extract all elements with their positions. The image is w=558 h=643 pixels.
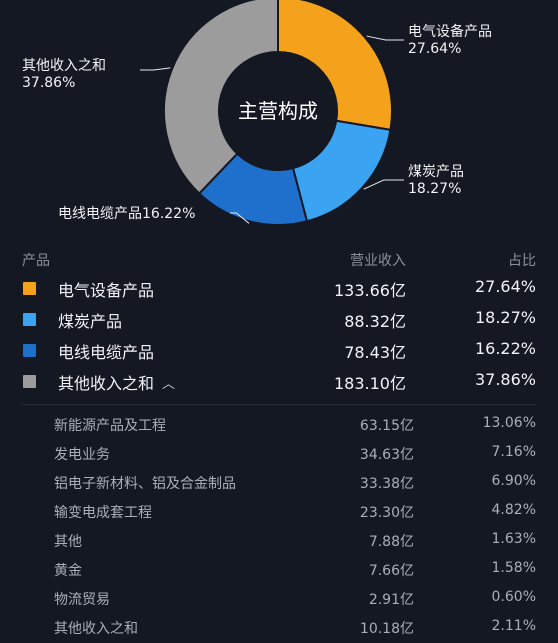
row-revenue: 78.43亿 [344, 343, 406, 362]
row-name: 电气设备产品 [58, 281, 155, 300]
legend-swatch [23, 375, 36, 388]
sub-row-share: 6.90% [491, 473, 536, 489]
callout-name: 电线电缆产品 [58, 206, 142, 222]
sub-row-name: 其他收入之和 [54, 621, 138, 637]
sub-row-share: 1.63% [491, 531, 536, 547]
row-revenue: 183.10亿 [334, 374, 406, 393]
table-divider [22, 404, 536, 405]
sub-row: 其他收入之和 10.18亿 2.11% [0, 613, 558, 642]
sub-row-revenue: 63.15亿 [359, 418, 414, 434]
sub-row-revenue: 33.38亿 [359, 476, 414, 492]
sub-row: 输变电成套工程 23.30亿 4.82% [0, 497, 558, 526]
sub-row-revenue: 34.63亿 [359, 447, 414, 463]
row-share: 37.86% [474, 370, 536, 389]
revenue-table: 产品 营业收入 占比 电气设备产品 133.66亿 27.64% 煤炭产品 88… [0, 244, 558, 642]
callout-other: 其他收入之和 37.86% [22, 58, 106, 92]
row-share: 18.27% [474, 308, 536, 327]
leader-line [140, 67, 171, 71]
leader-line [230, 212, 250, 224]
callout-value: 18.27% [408, 181, 462, 197]
callout-electrical: 电气设备产品 27.64% [408, 24, 492, 58]
sub-row: 铝电子新材料、铝及合金制品 33.38亿 6.90% [0, 468, 558, 497]
sub-row-name: 其他 [54, 534, 82, 550]
sub-row: 物流贸易 2.91亿 0.60% [0, 584, 558, 613]
table-divider-wrap [0, 396, 558, 410]
callout-cable: 电线电缆产品16.22% [58, 206, 195, 223]
callout-value: 27.64% [408, 41, 462, 57]
sub-row-name: 铝电子新材料、铝及合金制品 [54, 476, 236, 492]
sub-row-name: 新能源产品及工程 [54, 418, 166, 434]
leader-line [366, 35, 404, 41]
sub-row-revenue: 23.30亿 [359, 505, 414, 521]
table-row-cable: 电线电缆产品 78.43亿 16.22% [0, 334, 558, 365]
header-product: 产品 [22, 253, 50, 269]
sub-row-share: 13.06% [482, 415, 536, 431]
row-revenue: 88.32亿 [344, 312, 406, 331]
table-row-coal: 煤炭产品 88.32亿 18.27% [0, 303, 558, 334]
row-revenue: 133.66亿 [334, 281, 406, 300]
sub-row-share: 7.16% [491, 444, 536, 460]
row-name-text: 其他收入之和 [58, 374, 155, 393]
callout-value: 16.22% [142, 206, 196, 222]
row-name: 煤炭产品 [58, 312, 123, 331]
row-name: 其他收入之和 ︿ [58, 370, 175, 394]
sub-row: 发电业务 34.63亿 7.16% [0, 439, 558, 468]
sub-row-revenue: 2.91亿 [368, 592, 414, 608]
sub-row-revenue: 7.66亿 [368, 563, 414, 579]
sub-row-share: 0.60% [491, 589, 536, 605]
callout-name: 电气设备产品 [408, 24, 492, 40]
table-header: 产品 营业收入 占比 [0, 244, 558, 272]
legend-swatch [23, 282, 36, 295]
table-row-other[interactable]: 其他收入之和 ︿ 183.10亿 37.86% [0, 365, 558, 396]
row-share: 27.64% [474, 277, 536, 296]
sub-row: 黄金 7.66亿 1.58% [0, 555, 558, 584]
donut-chart: 主营构成 [140, 0, 404, 226]
sub-row-revenue: 10.18亿 [359, 621, 414, 637]
callout-name: 煤炭产品 [408, 164, 464, 180]
sub-row-name: 发电业务 [54, 447, 110, 463]
sub-rows: 新能源产品及工程 63.15亿 13.06% 发电业务 34.63亿 7.16% 铝电子… [0, 410, 558, 642]
sub-row-share: 4.82% [491, 502, 536, 518]
sub-row-revenue: 7.88亿 [368, 534, 414, 550]
sub-row: 新能源产品及工程 63.15亿 13.06% [0, 410, 558, 439]
header-revenue: 营业收入 [350, 253, 406, 269]
sub-row-share: 1.58% [491, 560, 536, 576]
donut-hole [219, 52, 337, 170]
callout-name: 其他收入之和 [22, 58, 106, 74]
table-row-electrical: 电气设备产品 133.66亿 27.64% [0, 272, 558, 303]
legend-swatch [23, 313, 36, 326]
sub-row-name: 输变电成套工程 [54, 505, 152, 521]
row-share: 16.22% [474, 339, 536, 358]
callout-value: 37.86% [22, 75, 76, 91]
leader-line [363, 179, 404, 190]
sub-row-name: 物流贸易 [54, 592, 110, 608]
chart-title: 主营构成 [238, 99, 318, 123]
row-name: 电线电缆产品 [58, 343, 155, 362]
sub-row-share: 2.11% [491, 618, 536, 634]
chevron-up-icon[interactable]: ︿ [162, 377, 176, 392]
sub-row-name: 黄金 [54, 563, 82, 579]
header-share: 占比 [508, 253, 536, 269]
legend-swatch [23, 344, 36, 357]
callout-coal: 煤炭产品 18.27% [408, 164, 464, 198]
sub-row: 其他 7.88亿 1.63% [0, 526, 558, 555]
